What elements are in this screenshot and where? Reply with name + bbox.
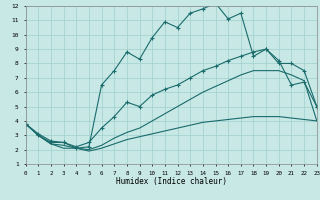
X-axis label: Humidex (Indice chaleur): Humidex (Indice chaleur) bbox=[116, 177, 227, 186]
